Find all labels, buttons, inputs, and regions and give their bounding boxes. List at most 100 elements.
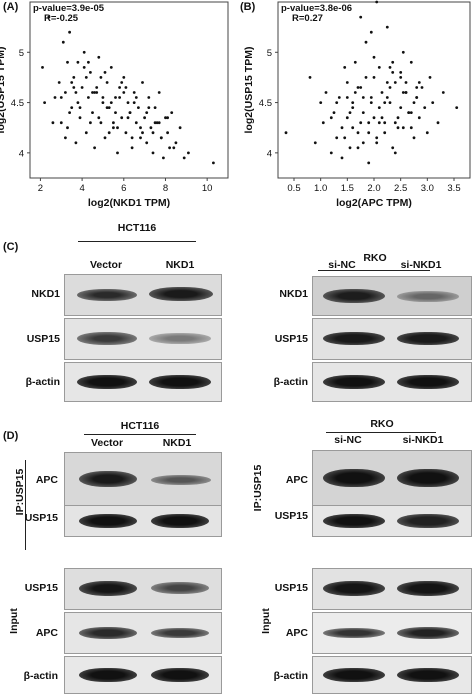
a-point [128,111,132,114]
b-point [340,126,344,130]
a-point [68,30,71,34]
band [323,289,385,303]
b-point [375,0,379,4]
a-point [112,121,115,125]
b-point [388,66,392,69]
b-pvalue: p-value=3.8e-06 [281,3,352,14]
b-point [420,86,424,89]
a-point [149,126,153,130]
c-left-row-2-label: USP15 [26,333,60,345]
c-left-lane-2: NKD1 [165,259,195,271]
b-x-tick-label: 2.0 [367,183,380,194]
b-point [359,15,363,19]
band [397,469,459,487]
band [149,287,213,301]
b-point [377,66,381,69]
c-right-lane-1: si-NC [328,259,356,271]
band [323,332,385,345]
c-left-blot-actin [64,362,222,402]
a-point [68,111,71,114]
a-point [70,106,74,109]
d-left-blot-input-apc [64,612,222,654]
a-y-axis-label: log2(USP15 TPM) [0,47,7,134]
b-point [425,131,429,135]
band [323,628,385,638]
a-point [147,106,151,109]
b-point [417,116,421,120]
a-point [99,76,103,79]
band [151,668,209,682]
b-point [361,111,365,114]
b-point [369,101,373,104]
d-right-input-row-1-label: USP15 [274,582,308,594]
b-point [340,156,344,160]
b-point [412,101,416,104]
b-point [396,126,400,130]
b-point [455,106,459,109]
b-x-tick-label: 0.5 [287,183,300,194]
b-point [369,96,373,99]
a-point [78,116,82,120]
b-point [353,60,357,64]
b-y-tick-label: 4 [267,148,272,159]
a-point [155,121,159,125]
panel-d-label: (D) [3,430,19,442]
a-y-tick-label: 5 [19,48,24,59]
b-point [401,126,405,130]
a-point [114,96,117,99]
a-x-tick-label: 2 [38,183,43,194]
b-point [348,146,352,150]
a-point [141,131,144,135]
a-point [89,121,92,125]
a-point [134,96,138,99]
a-point [76,60,80,64]
a-point [122,76,126,79]
c-left-underline [78,241,196,242]
b-point [401,91,405,94]
band [149,333,211,344]
b-point [404,91,408,94]
a-point [103,136,107,140]
c-right-row-3-label: β-actin [273,376,308,388]
a-point [61,40,65,44]
c-left-row-3-label: β-actin [25,376,60,388]
b-point [361,96,365,99]
c-left-cell-line: HCT116 [117,222,157,234]
band [397,581,459,596]
b-point [351,106,355,109]
a-point [130,136,134,140]
b-point [369,30,373,34]
c-right-blot-nkd1 [312,276,472,316]
c-right-row-1-label: NKD1 [279,288,308,300]
a-r-value: R=-0.25 [44,13,79,24]
b-point [367,161,371,165]
b-point [372,76,376,79]
d-right-blot-ip-apc [312,450,472,506]
b-point [383,131,387,135]
a-point [145,111,149,114]
a-point [137,106,140,109]
a-point [132,101,136,104]
a-point [145,141,149,145]
a-point [187,151,190,155]
d-right-lane-1: si-NC [334,434,362,446]
a-point [151,151,155,155]
a-point [59,96,63,99]
c-right-underline [318,270,430,271]
c-right-blot-actin [312,362,472,402]
b-point [409,126,413,130]
b-point [367,131,371,135]
a-point [107,106,111,109]
b-point [353,91,357,94]
band [397,375,459,389]
a-point [124,131,128,135]
scatter-plot-a: 2 4 6 8 10 4 4.5 5 p-value=3.9e-05R=-0.25 log2(NK… [0,1,229,209]
a-x-tick-label: 4 [79,183,84,194]
d-right-ip-label: IP:USP15 [252,464,264,512]
d-right-cell-line: RKO [370,418,394,430]
a-point [82,50,86,54]
b-point [351,101,355,104]
b-x-tick-label: 1.0 [314,183,327,194]
a-point [143,116,147,120]
band [323,375,385,389]
